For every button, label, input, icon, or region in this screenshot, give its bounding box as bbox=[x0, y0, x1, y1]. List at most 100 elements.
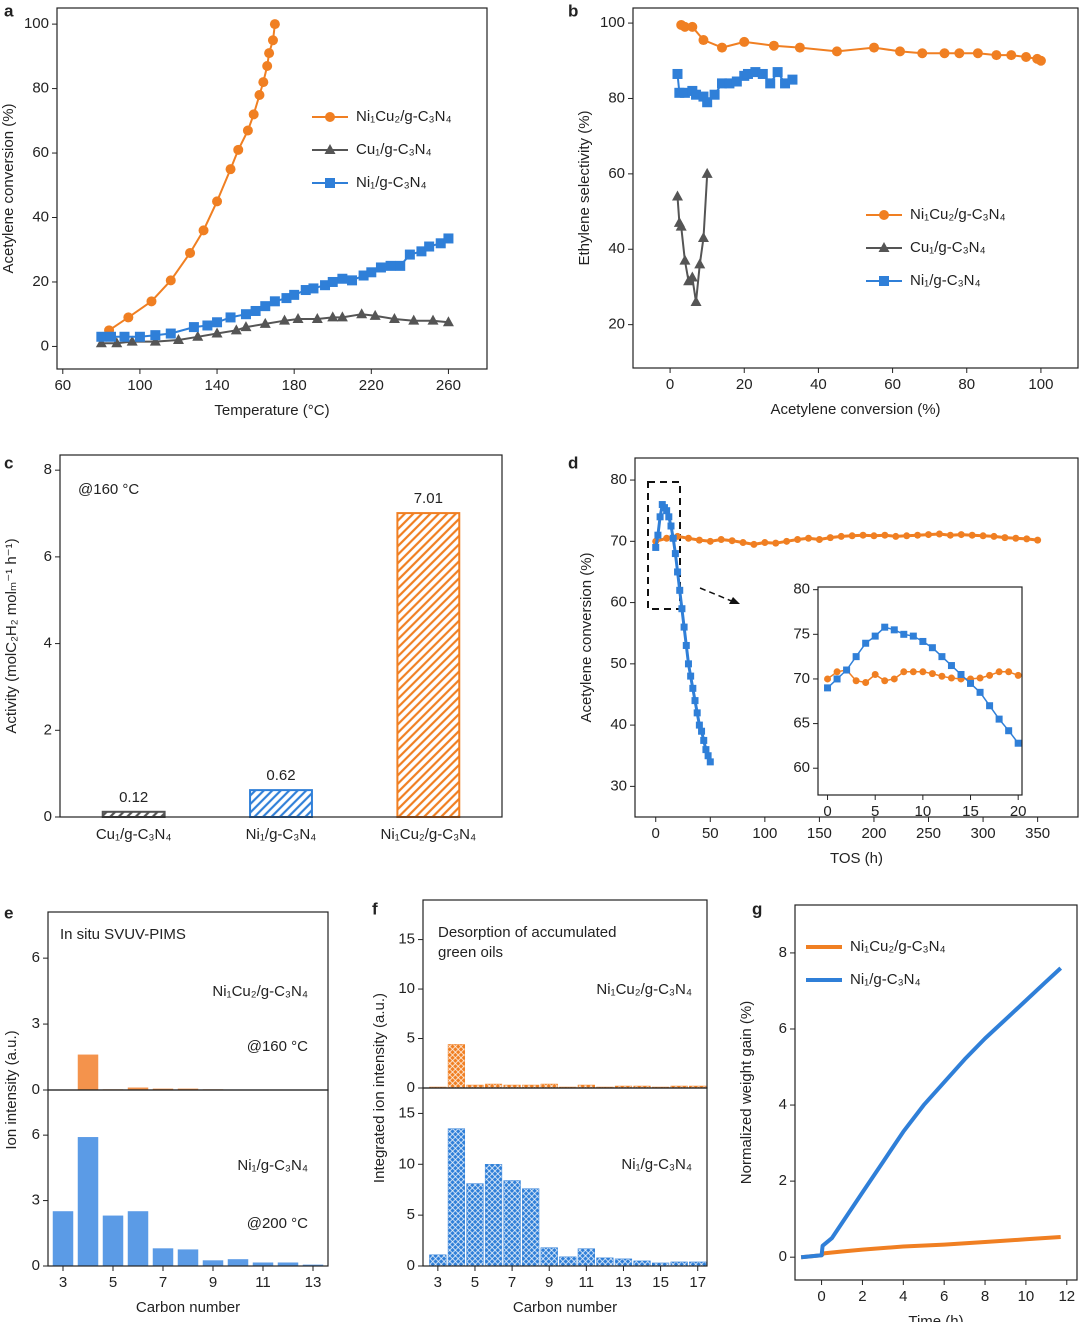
bar bbox=[503, 1180, 521, 1267]
marker bbox=[674, 568, 682, 576]
marker bbox=[724, 78, 735, 89]
y-tick-label: 40 bbox=[32, 208, 49, 225]
marker bbox=[833, 668, 841, 676]
marker bbox=[172, 333, 184, 344]
plot-frame bbox=[632, 7, 1079, 369]
marker bbox=[826, 534, 834, 542]
y-tick-label: 30 bbox=[610, 777, 627, 794]
marker bbox=[1014, 739, 1022, 747]
marker bbox=[366, 267, 377, 278]
marker bbox=[212, 196, 223, 207]
marker bbox=[260, 301, 271, 312]
marker bbox=[895, 46, 905, 57]
marker bbox=[979, 532, 987, 540]
marker bbox=[654, 531, 662, 539]
series-line bbox=[680, 24, 1042, 62]
marker bbox=[925, 531, 933, 539]
y-tick-label: 10 bbox=[398, 1155, 415, 1172]
marker bbox=[327, 276, 338, 287]
annotation: Desorption of accumulated bbox=[438, 924, 616, 941]
y-tick-label: 2 bbox=[779, 1172, 787, 1189]
y-tick-label: 70 bbox=[793, 670, 810, 687]
marker bbox=[435, 238, 446, 249]
panel-label: e bbox=[4, 903, 13, 922]
marker bbox=[957, 670, 965, 678]
marker bbox=[264, 48, 275, 59]
marker bbox=[890, 675, 898, 683]
x-tick-label: 150 bbox=[807, 825, 832, 842]
marker bbox=[717, 78, 727, 89]
bar bbox=[633, 1260, 651, 1267]
marker bbox=[192, 330, 204, 341]
marker bbox=[1014, 671, 1022, 679]
marker bbox=[954, 48, 965, 59]
marker bbox=[336, 311, 348, 322]
marker bbox=[702, 97, 713, 108]
y-tick-label: 4 bbox=[779, 1096, 787, 1113]
marker bbox=[672, 190, 683, 201]
x-tick-label: 6 bbox=[940, 1288, 948, 1305]
bar bbox=[596, 1257, 614, 1267]
marker bbox=[919, 668, 927, 676]
plot-frame bbox=[47, 1089, 329, 1267]
marker bbox=[957, 531, 965, 539]
marker bbox=[105, 331, 116, 342]
bar bbox=[202, 1260, 224, 1267]
x-tick-label: 50 bbox=[702, 825, 719, 842]
marker bbox=[947, 674, 955, 682]
annotation: @160 °C bbox=[78, 481, 139, 498]
marker bbox=[909, 632, 917, 640]
marker bbox=[1035, 55, 1046, 66]
y-axis-label: Integrated ion intensity (a.u.) bbox=[371, 993, 388, 1183]
marker bbox=[188, 322, 199, 333]
marker bbox=[242, 125, 253, 136]
y-tick-label: 8 bbox=[44, 461, 52, 478]
marker bbox=[269, 19, 280, 30]
x-tick-label: 100 bbox=[1028, 376, 1053, 393]
y-tick-label: 3 bbox=[32, 1015, 40, 1032]
x-tick-label: 60 bbox=[54, 377, 71, 394]
x-tick-label: 5 bbox=[109, 1274, 117, 1291]
marker bbox=[917, 48, 928, 59]
marker bbox=[698, 35, 709, 46]
y-tick-label: 3 bbox=[32, 1192, 40, 1209]
marker bbox=[731, 76, 742, 87]
marker bbox=[123, 312, 134, 323]
y-tick-label: 60 bbox=[608, 165, 625, 182]
marker bbox=[687, 672, 695, 680]
marker bbox=[995, 715, 1003, 723]
x-tick-label: 11 bbox=[255, 1274, 271, 1291]
marker bbox=[848, 532, 856, 540]
marker bbox=[881, 677, 889, 685]
marker bbox=[702, 746, 710, 754]
marker bbox=[1023, 535, 1031, 543]
marker bbox=[689, 684, 697, 692]
legend-label: Cu₁/g-C₃N₄ bbox=[356, 141, 432, 158]
bar bbox=[577, 1248, 595, 1267]
marker bbox=[783, 537, 791, 545]
y-tick-label: 0 bbox=[779, 1248, 787, 1265]
bar bbox=[447, 1128, 466, 1267]
marker bbox=[852, 653, 860, 661]
plot-frame bbox=[634, 457, 1079, 818]
marker bbox=[698, 727, 706, 735]
legend-label: Ni₁/g-C₃N₄ bbox=[356, 174, 427, 191]
bar bbox=[177, 1249, 199, 1267]
marker bbox=[684, 534, 692, 542]
marker bbox=[739, 539, 747, 547]
annotation: Ni₁/g-C₃N₄ bbox=[621, 1156, 692, 1173]
marker bbox=[693, 709, 701, 717]
x-tick-label: 180 bbox=[282, 377, 307, 394]
x-axis-label: TOS (h) bbox=[830, 850, 883, 867]
marker bbox=[831, 46, 842, 57]
bar bbox=[447, 1044, 466, 1089]
legend-label: Ni₁Cu₂/g-C₃N₄ bbox=[910, 206, 1006, 223]
y-tick-label: 5 bbox=[407, 1206, 415, 1223]
annotation: Ni₁Cu₂/g-C₃N₄ bbox=[212, 983, 308, 1000]
marker bbox=[694, 258, 706, 269]
marker bbox=[881, 623, 889, 631]
x-axis-label: Time (h) bbox=[908, 1313, 963, 1322]
x-tick-label: 0 bbox=[823, 803, 831, 820]
y-tick-label: 100 bbox=[600, 14, 625, 31]
